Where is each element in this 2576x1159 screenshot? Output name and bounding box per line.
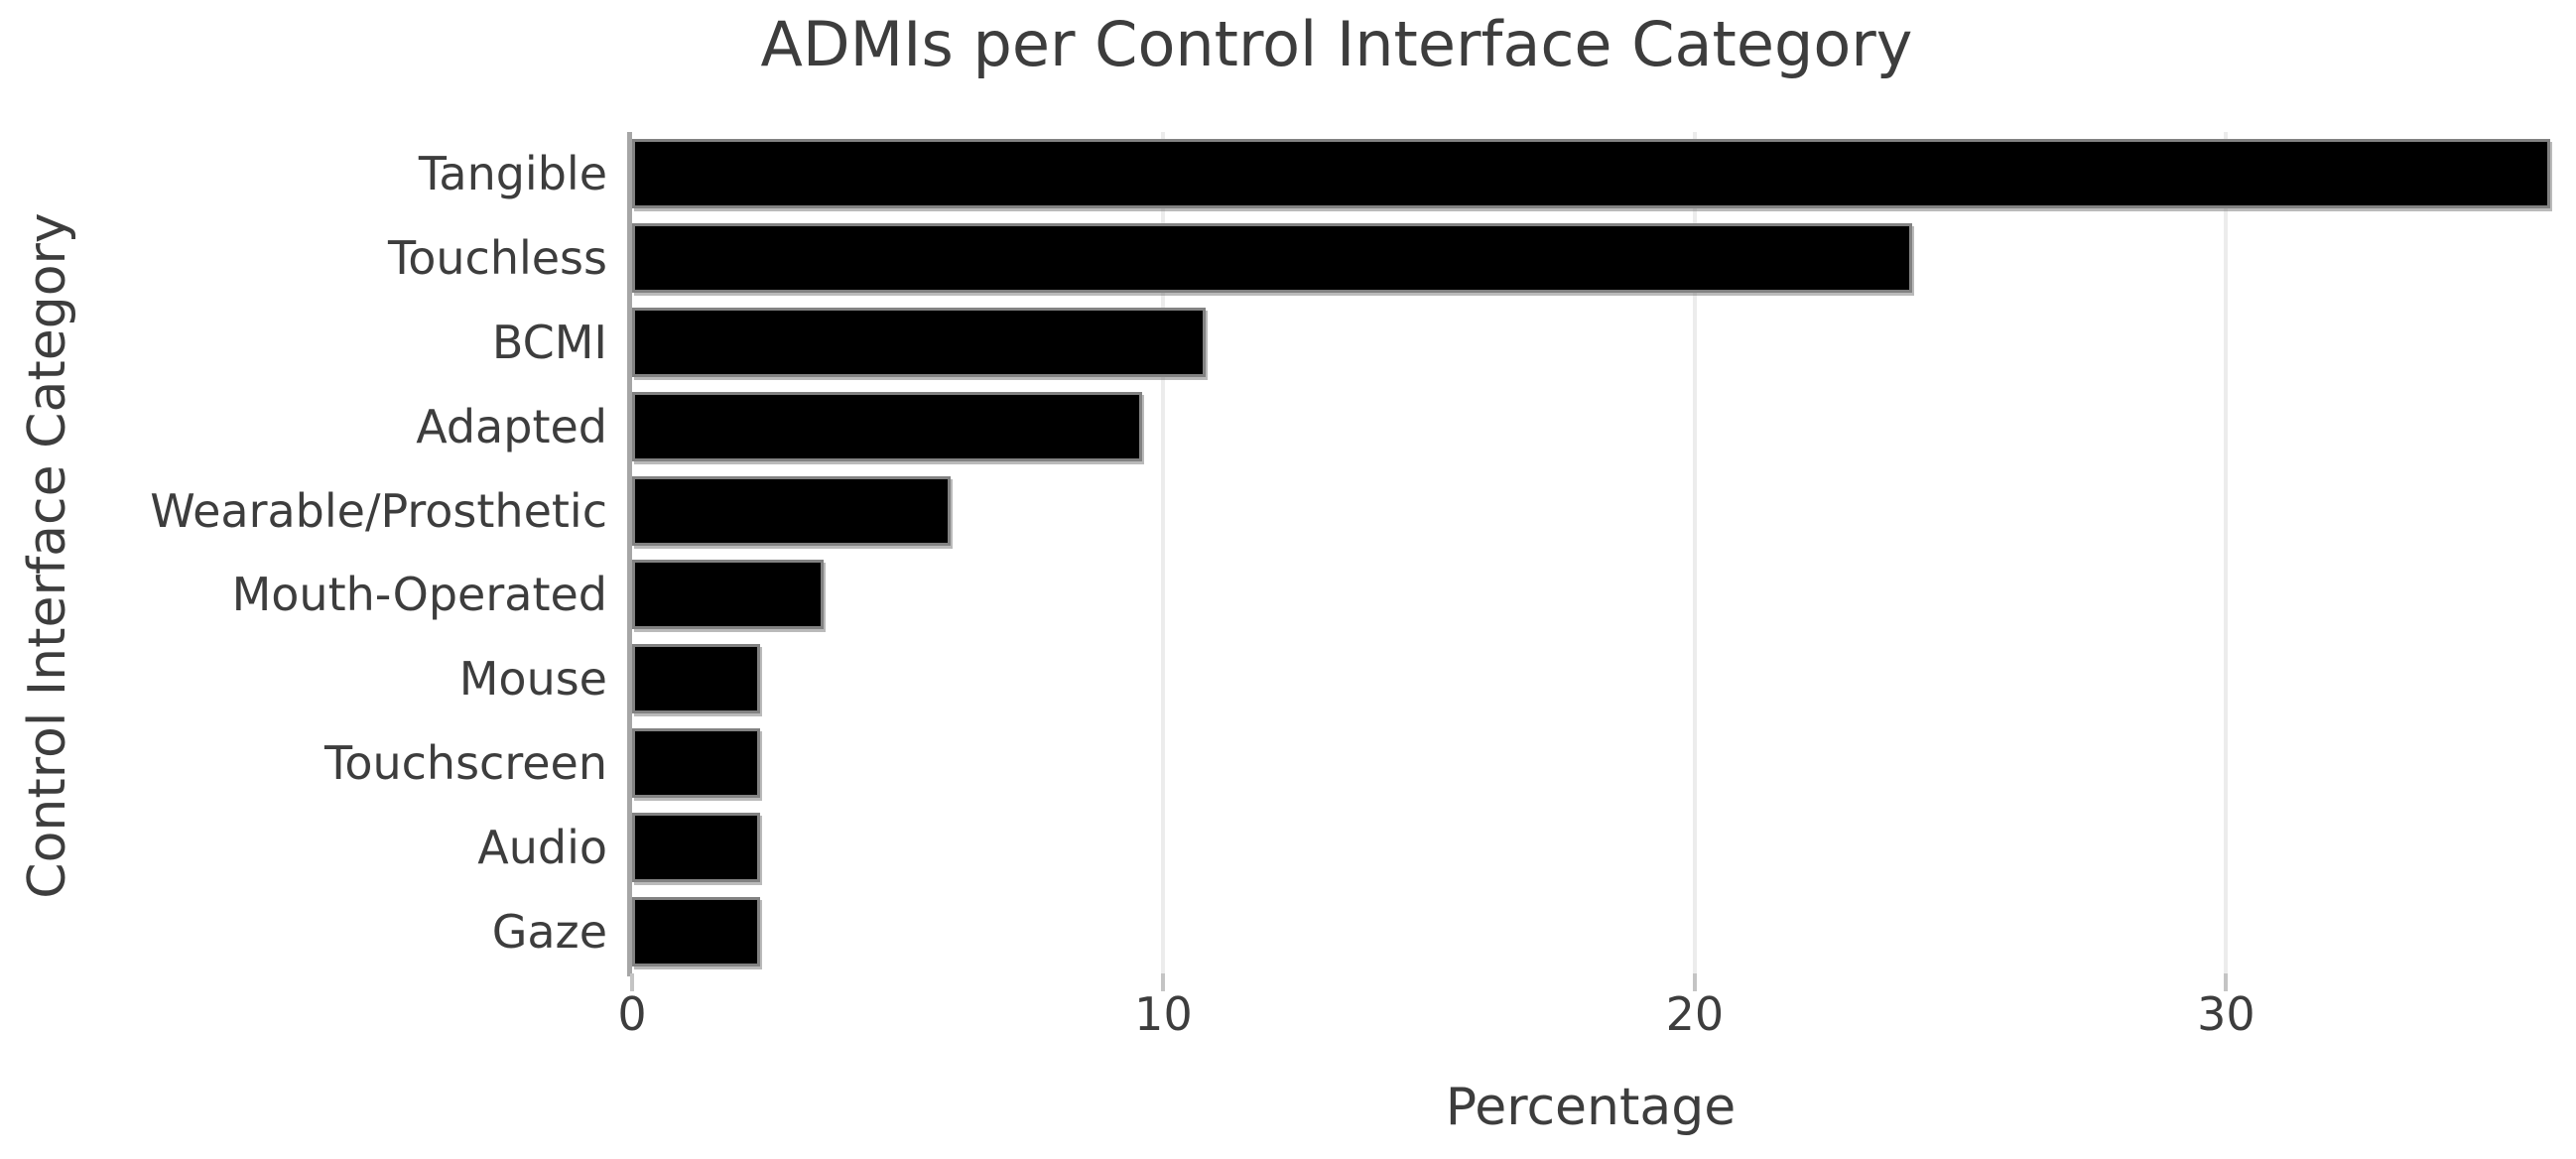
chart-title: ADMIs per Control Interface Category xyxy=(760,8,1913,80)
x-axis-label: Percentage xyxy=(1445,1078,1737,1137)
bar-gaze xyxy=(632,896,760,966)
gridline-x-20 xyxy=(1692,132,1697,973)
category-label-adapted: Adapted xyxy=(416,399,607,453)
bar-touchless xyxy=(632,223,1913,294)
x-tick-mark-20 xyxy=(1692,973,1697,991)
category-label-touchless: Touchless xyxy=(387,231,607,286)
y-axis-spine xyxy=(627,132,632,976)
bar-mouse xyxy=(632,644,760,714)
x-tick-mark-0 xyxy=(630,973,634,991)
category-label-audio: Audio xyxy=(477,820,607,874)
category-label-gaze: Gaze xyxy=(491,904,607,959)
category-label-touchscreen: Touchscreen xyxy=(324,736,607,790)
bar-tangible xyxy=(632,139,2550,209)
bar-wearable-prosthetic xyxy=(632,475,952,546)
category-label-mouse: Mouse xyxy=(458,652,607,707)
bar-bcmi xyxy=(632,308,1207,377)
bar-adapted xyxy=(632,391,1143,461)
bar-audio xyxy=(632,812,760,882)
x-tick-mark-30 xyxy=(2224,973,2229,991)
x-tick-label-30: 30 xyxy=(2197,987,2255,1041)
category-label-mouth-operated: Mouth-Operated xyxy=(231,568,607,622)
bar-touchscreen xyxy=(632,728,760,798)
gridline-x-10 xyxy=(1161,132,1166,973)
category-label-tangible: Tangible xyxy=(418,147,607,201)
category-label-wearable-prosthetic: Wearable/Prosthetic xyxy=(150,483,607,538)
plot-area xyxy=(632,132,2550,973)
bar-mouth-operated xyxy=(632,560,824,630)
x-tick-mark-10 xyxy=(1161,973,1166,991)
gridline-x-30 xyxy=(2224,132,2229,973)
x-tick-label-0: 0 xyxy=(617,987,647,1041)
x-tick-label-10: 10 xyxy=(1134,987,1193,1041)
category-label-bcmi: BCMI xyxy=(491,316,607,369)
y-tick-labels: Tangible Touchless BCMI Adapted Wearable/Pro… xyxy=(0,132,607,973)
x-tick-label-20: 20 xyxy=(1665,987,1725,1041)
